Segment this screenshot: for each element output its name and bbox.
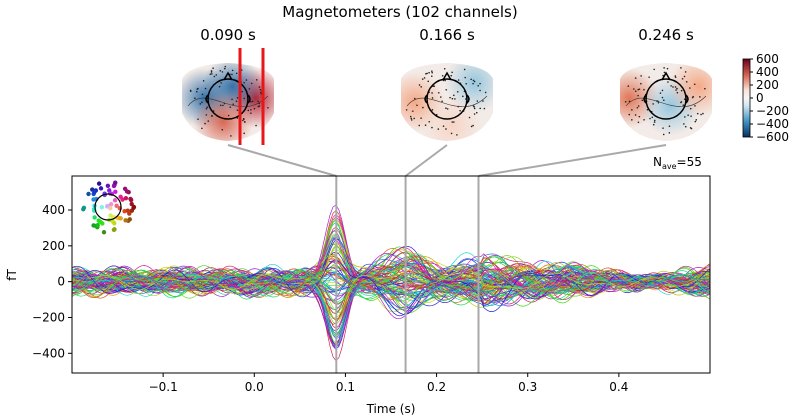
topomap (401, 63, 493, 141)
sensor-dot (98, 219, 103, 225)
ear-icon (205, 94, 251, 104)
y-tick-label: 400 (42, 203, 65, 217)
x-tick-label: 0.0 (245, 380, 264, 394)
channel-trace (72, 269, 710, 301)
sensor-dot (122, 186, 128, 191)
x-tick-label: 0.3 (518, 380, 537, 394)
colorbar-tick-label: −200 (756, 104, 789, 118)
colorbar-tick-label: 200 (756, 78, 779, 92)
head-outline (426, 78, 468, 120)
sensor-color-legend (81, 180, 137, 235)
sensor-dot (81, 207, 86, 212)
sensor-dot (91, 197, 96, 202)
sensor-dot (92, 215, 97, 220)
connector-line (404, 144, 448, 177)
channel-trace (72, 265, 710, 301)
channel-trace (72, 271, 710, 308)
channel-trace (72, 267, 710, 304)
sensor-dot (108, 205, 113, 211)
ear-icon (643, 94, 689, 104)
channel-trace (72, 272, 710, 319)
colorbar-tick-label: 600 (756, 52, 779, 66)
sensor-dot (112, 221, 117, 226)
channel-trace (72, 257, 710, 304)
sensor-dot (112, 198, 118, 203)
head-outline (645, 78, 687, 120)
nave-annotation: Nave=55 (653, 155, 702, 171)
channel-trace (72, 264, 710, 301)
peak-connectors (227, 144, 667, 177)
y-axis-label: fT (5, 269, 19, 281)
channel-trace (72, 258, 710, 335)
sensor-dot (123, 196, 129, 201)
sensor-dot (118, 216, 123, 221)
connector-line (478, 144, 667, 177)
nose-icon (223, 71, 233, 81)
sensor-dot (108, 201, 114, 207)
figure-title: Magnetometers (102 channels) (282, 3, 517, 21)
x-tick-label: 0.2 (427, 380, 446, 394)
sensor-dot (120, 197, 125, 202)
peak-time-lines (335, 176, 480, 373)
channel-traces (72, 204, 710, 362)
sensor-dot (108, 213, 113, 218)
sensor-dot (101, 230, 107, 235)
x-tick-label: 0.4 (609, 380, 628, 394)
y-tick-label: −400 (32, 346, 65, 360)
sensor-dot (125, 208, 130, 213)
topomap (182, 63, 274, 141)
x-tick-label: −0.1 (149, 380, 178, 394)
sensor-dot (95, 223, 100, 228)
colorbar-tick-label: −600 (756, 130, 789, 144)
colorbar-tick-label: −400 (756, 117, 789, 131)
y-tick-label: −200 (32, 310, 65, 324)
sensor-dot (114, 203, 119, 209)
sensor-dot (105, 183, 111, 188)
sensor-dot (98, 186, 104, 191)
legend-head-outline (94, 193, 122, 221)
channel-trace (72, 270, 710, 340)
sensor-dot (123, 218, 128, 223)
head-outline (207, 78, 249, 120)
channel-trace (72, 265, 710, 321)
channel-trace (72, 253, 710, 350)
sensor-dot (96, 181, 102, 186)
topomap (620, 63, 712, 141)
sensor-dot (127, 217, 133, 222)
y-tick-label: 0 (57, 275, 65, 289)
sensor-dot (92, 189, 97, 195)
nose-icon (661, 71, 671, 81)
topomap-time-label: 0.166 s (419, 26, 475, 44)
x-axis-label: Time (s) (366, 402, 416, 416)
channel-trace (72, 226, 710, 291)
x-axis-ticks: −0.1 0.0 0.1 0.2 0.3 0.4 (149, 373, 628, 394)
sensor-dot (86, 191, 91, 197)
sensor-dot (99, 204, 105, 210)
topomap-row: 0.090 s 0.166 s 0.246 s (182, 26, 712, 145)
sensor-dot (112, 227, 117, 232)
topomap-time-label: 0.090 s (200, 26, 256, 44)
sensor-dot (128, 196, 133, 202)
sensor-dot (113, 180, 118, 185)
butterfly-plot: −0.1 0.0 0.1 0.2 0.3 0.4 −400 −200 0 200 400 (32, 175, 711, 394)
y-axis-ticks: −400 −200 0 200 400 (32, 203, 72, 360)
colorbar-tick-label: 400 (756, 65, 779, 79)
channel-trace (72, 244, 710, 296)
topomap-time-label: 0.246 s (638, 26, 694, 44)
plot-frame (71, 175, 711, 374)
colorbar-scale (742, 58, 751, 138)
nose-icon (442, 71, 452, 81)
colorbar-tick-label: 0 (756, 91, 764, 105)
y-tick-label: 200 (42, 239, 65, 253)
connector-line (227, 144, 337, 177)
sensor-dot (113, 189, 118, 195)
x-tick-label: 0.1 (336, 380, 355, 394)
sensor-dot (129, 201, 134, 207)
ear-icon (424, 94, 470, 104)
channel-trace (72, 259, 710, 317)
